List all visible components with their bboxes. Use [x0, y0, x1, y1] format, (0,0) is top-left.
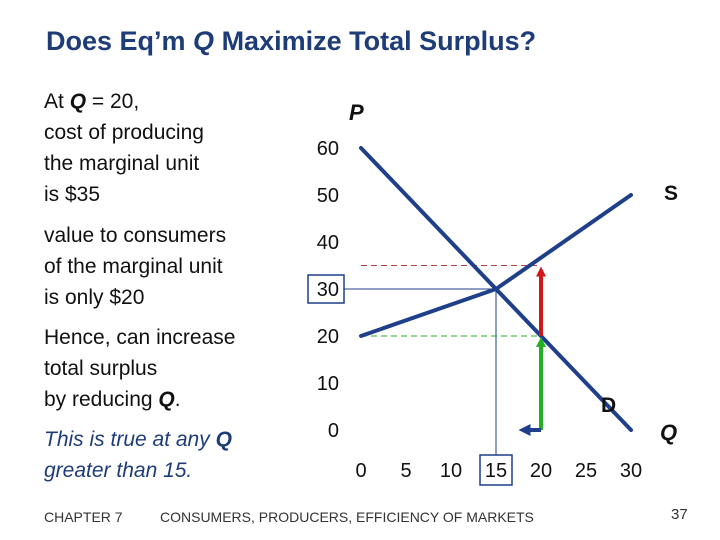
conclusion-text: Hence, can increase total surplus by red… [44, 326, 236, 411]
demand-label: D [601, 394, 616, 417]
supply-curve [359, 193, 633, 338]
slide-title: Does Eq’m Q Maximize Total Surplus? [46, 26, 537, 56]
x-tick-label: 0 [355, 460, 366, 482]
x-tick-label: 10 [440, 460, 462, 482]
y-tick-label: 50 [317, 185, 339, 207]
page-number: 37 [671, 506, 688, 523]
x-tick-label: 15 [485, 460, 507, 482]
footer-chapter: CHAPTER 7 [44, 509, 123, 525]
y-tick-label: 20 [317, 326, 339, 348]
supply-label: S [664, 182, 678, 205]
value-text: value to consumers of the marginal unit … [44, 224, 227, 309]
x-tick-label: 20 [530, 460, 552, 482]
y-tick-label: 10 [317, 373, 339, 395]
y-tick-label: 40 [317, 232, 339, 254]
y-tick-label: 0 [328, 420, 339, 442]
generalization-text: This is true at any Q greater than 15. [44, 428, 232, 482]
x-tick-label: 30 [620, 460, 642, 482]
x-axis-label: Q [660, 420, 677, 445]
footer-title: CONSUMERS, PRODUCERS, EFFICIENCY OF MARK… [160, 509, 534, 525]
y-axis-label: P [349, 100, 364, 125]
x-tick-label: 5 [400, 460, 411, 482]
y-tick-label: 30 [317, 279, 339, 301]
y-tick-label: 60 [317, 138, 339, 160]
x-tick-label: 25 [575, 460, 597, 482]
cost-text: At Q = 20, cost of producing the margina… [44, 90, 204, 206]
